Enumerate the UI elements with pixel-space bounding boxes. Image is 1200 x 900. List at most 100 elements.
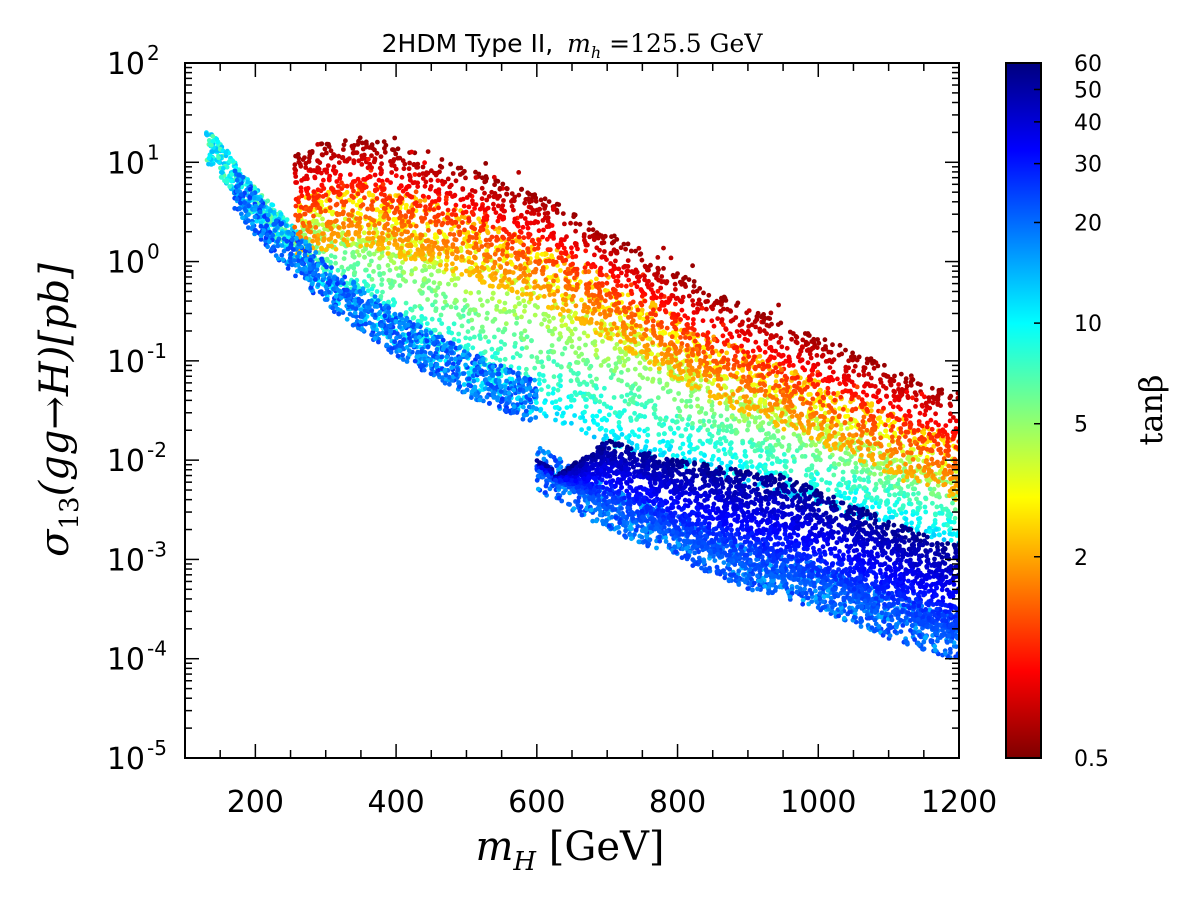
scatter-point bbox=[490, 290, 496, 296]
scatter-point bbox=[680, 451, 686, 457]
scatter-point bbox=[645, 376, 650, 382]
scatter-point bbox=[453, 202, 459, 208]
scatter-point bbox=[478, 336, 483, 341]
scatter-point bbox=[428, 219, 433, 225]
scatter-point bbox=[539, 251, 545, 257]
scatter-point bbox=[724, 417, 730, 423]
scatter-point bbox=[786, 442, 792, 448]
scatter-point bbox=[497, 256, 502, 262]
scatter-point bbox=[551, 349, 557, 355]
scatter-point bbox=[380, 230, 385, 236]
scatter-point bbox=[662, 417, 668, 423]
scatter-point bbox=[721, 447, 727, 452]
scatter-point bbox=[766, 421, 772, 427]
scatter-point bbox=[673, 287, 678, 292]
scatter-point bbox=[403, 300, 409, 306]
scatter-point bbox=[773, 412, 779, 418]
scatter-point bbox=[558, 378, 563, 383]
scatter-point bbox=[399, 245, 404, 251]
scatter-point bbox=[445, 176, 451, 182]
scatter-point bbox=[650, 340, 655, 346]
scatter-point bbox=[936, 422, 941, 428]
scatter-point bbox=[525, 246, 531, 252]
scatter-point bbox=[385, 263, 391, 268]
scatter-point bbox=[819, 353, 825, 359]
scatter-point bbox=[334, 179, 340, 184]
scatter-point bbox=[905, 492, 911, 497]
scatter-point bbox=[519, 314, 524, 320]
scatter-point bbox=[683, 335, 688, 340]
scatter-point bbox=[614, 434, 619, 439]
scatter-point bbox=[373, 182, 379, 188]
scatter-point bbox=[549, 343, 555, 348]
scatter-point bbox=[675, 339, 680, 344]
scatter-point bbox=[864, 427, 870, 433]
scatter-point bbox=[722, 341, 728, 347]
scatter-point bbox=[539, 359, 545, 365]
scatter-point bbox=[697, 409, 702, 415]
scatter-point bbox=[745, 350, 751, 355]
scatter-point bbox=[413, 266, 418, 272]
scatter-point bbox=[769, 321, 774, 327]
scatter-point bbox=[604, 257, 609, 262]
scatter-point bbox=[802, 380, 807, 385]
scatter-point bbox=[573, 310, 578, 316]
scatter-point bbox=[552, 405, 558, 410]
scatter-point bbox=[223, 150, 229, 156]
scatter-point bbox=[612, 368, 617, 374]
scatter-point bbox=[463, 335, 469, 341]
scatter-point bbox=[582, 409, 587, 415]
scatter-point bbox=[856, 372, 862, 378]
scatter-point bbox=[583, 404, 589, 409]
scatter-point bbox=[483, 334, 488, 340]
scatter-point bbox=[888, 412, 894, 417]
scatter-point bbox=[782, 463, 788, 469]
scatter-point bbox=[688, 371, 693, 377]
scatter-point bbox=[896, 496, 902, 502]
scatter-point bbox=[543, 251, 549, 257]
scatter-point bbox=[477, 239, 483, 245]
scatter-point bbox=[896, 435, 902, 441]
scatter-point bbox=[757, 353, 763, 359]
scatter-point bbox=[852, 363, 858, 369]
scatter-point bbox=[380, 289, 385, 295]
scatter-point bbox=[745, 427, 750, 433]
scatter-point bbox=[359, 162, 365, 167]
scatter-point bbox=[908, 447, 914, 452]
chart-title-text: 2HDM Type II, bbox=[382, 29, 554, 58]
scatter-point bbox=[774, 373, 779, 379]
scatter-point bbox=[825, 385, 831, 391]
scatter-point bbox=[389, 170, 395, 175]
scatter-point bbox=[432, 327, 438, 333]
scatter-point bbox=[621, 305, 627, 311]
scatter-point bbox=[535, 283, 541, 289]
scatter-point bbox=[581, 357, 586, 363]
scatter-point bbox=[513, 264, 519, 270]
scatter-point bbox=[867, 417, 872, 423]
scatter-point bbox=[785, 448, 791, 453]
scatter-point bbox=[483, 161, 489, 166]
scatter-point bbox=[916, 516, 921, 522]
scatter-point bbox=[655, 255, 661, 260]
scatter-point bbox=[449, 212, 455, 217]
scatter-point bbox=[861, 500, 867, 506]
scatter-point bbox=[806, 392, 812, 397]
scatter-point bbox=[410, 212, 415, 218]
scatter-point bbox=[354, 202, 360, 208]
scatter-point bbox=[636, 278, 641, 284]
scatter-point bbox=[559, 364, 564, 370]
scatter-point bbox=[619, 394, 625, 399]
scatter-point bbox=[516, 234, 522, 240]
scatter-point bbox=[905, 456, 911, 461]
scatter-point bbox=[864, 493, 870, 498]
scatter-point bbox=[819, 477, 825, 483]
scatter-point bbox=[456, 331, 462, 337]
scatter-point bbox=[504, 261, 510, 267]
scatter-point bbox=[808, 474, 814, 480]
scatter-point bbox=[520, 292, 525, 297]
scatter-point bbox=[840, 469, 846, 475]
scatter-point bbox=[381, 271, 386, 276]
scatter-point bbox=[922, 504, 928, 510]
scatter-point bbox=[655, 288, 661, 294]
scatter-point bbox=[376, 263, 382, 269]
